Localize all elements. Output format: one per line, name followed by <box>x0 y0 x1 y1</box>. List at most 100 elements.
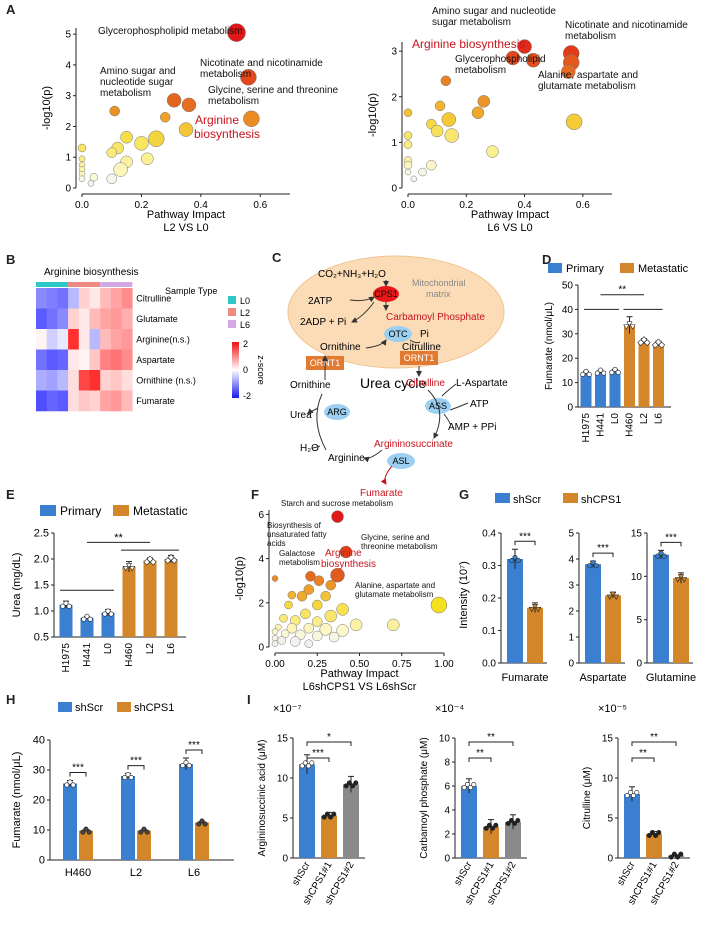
bar <box>505 822 521 858</box>
panel-d: D 0 10 20 30 40 50 Fumarate (nmol/μL) Primary Me… <box>540 250 708 470</box>
panel-c-label: C <box>272 250 282 265</box>
pathway-point <box>279 614 288 623</box>
replicate-point <box>594 370 600 376</box>
heatmap-cell <box>78 288 90 309</box>
carbamoyl-label: Carbamoyl Phosphate <box>386 312 485 323</box>
point-annotation: Alanine, aspartate and <box>355 581 435 590</box>
panel-d-svg: D 0 10 20 30 40 50 Fumarate (nmol/μL) Primary Me… <box>542 252 689 442</box>
y-tick-label: 20 <box>562 354 574 365</box>
heatmap-row-label: Fumarate <box>136 396 175 406</box>
y-tick-label: 5 <box>65 30 71 41</box>
panel-b-label: B <box>6 252 15 267</box>
legend-swatch <box>228 308 236 316</box>
y-tick-label: 8 <box>444 758 450 769</box>
x-tick-label: 0.4 <box>194 200 208 211</box>
y-tick-label: 6 <box>258 510 264 521</box>
heatmap-cell <box>36 288 47 309</box>
replicate-point <box>490 825 496 831</box>
fumarate-product-label: Fumarate <box>360 488 403 499</box>
y-tick-label: 2 <box>65 122 71 133</box>
replicate-point <box>464 782 470 788</box>
x-tick-label: 0.0 <box>75 200 89 211</box>
point-annotation: threonine metabolism <box>361 542 438 551</box>
heatmap-cell <box>57 329 69 350</box>
otc-label: OTC <box>389 329 408 339</box>
heatmap-row-label: Arginine(n.s.) <box>136 334 190 344</box>
bar <box>527 607 543 663</box>
y-axis-label: -log10(p) <box>367 93 379 137</box>
replicate-point <box>658 341 666 349</box>
replicate-point <box>328 814 334 820</box>
sample-group-bar <box>36 282 69 287</box>
panel-h-label: H <box>6 692 15 707</box>
replicate-point <box>528 606 535 613</box>
bar <box>122 566 136 637</box>
pathway-point <box>526 53 541 68</box>
replicate-point <box>461 785 467 791</box>
heatmap-cell <box>36 390 47 412</box>
pathway-point <box>271 575 279 582</box>
heatmap-row-label: Ornithine (n.s.) <box>136 375 196 385</box>
panel-c: C CO₂+NH₃+H₂O CPS1 Mitochondrial matrix … <box>270 250 540 500</box>
significance-bracket <box>631 757 655 762</box>
legend-swatch-primary <box>40 505 56 516</box>
legend-shcps1: shCPS1 <box>581 494 621 506</box>
x-tick-label: H1975 <box>61 643 72 673</box>
x-tick-label: shScr <box>615 859 638 887</box>
heatmap-title: Arginine biosynthesis <box>44 267 139 278</box>
bar <box>585 564 601 663</box>
heatmap-cell <box>57 390 69 412</box>
replicate-point <box>631 793 637 799</box>
y-tick-label: 20 <box>33 795 45 807</box>
replicate-point <box>60 603 66 609</box>
bar <box>80 617 94 637</box>
heatmap-cell <box>100 288 112 309</box>
significance-bracket <box>127 765 145 770</box>
bar-chart-d: 0 10 20 30 40 50 Fumarate (nmol/μL) Primary Meta… <box>544 263 689 442</box>
point-annotation: metabolism <box>455 65 506 76</box>
significance-bracket <box>306 757 330 762</box>
pi-label: Pi <box>420 329 429 340</box>
heatmap-cell <box>100 308 112 330</box>
bar <box>653 554 669 663</box>
point-annotation: Glycine, serine and <box>361 533 429 542</box>
pathway-point <box>106 173 117 185</box>
y-tick-label: 0 <box>568 659 574 670</box>
colorbar-tick: 0 <box>243 365 248 375</box>
significance-bracket <box>468 741 514 746</box>
legend-swatch <box>228 296 236 304</box>
y-tick-label: 3 <box>568 581 574 592</box>
y-tick-label: 3 <box>65 91 71 102</box>
legend-primary: Primary <box>566 263 604 275</box>
y-tick-label: 0 <box>258 643 264 654</box>
heatmap-cell <box>78 370 90 391</box>
bar-chart-e: 0.5 1.0 1.5 2.0 2.5 Urea (mg/dL) Primary Metast… <box>11 504 188 672</box>
axis-multiplier: ×10⁻⁷ <box>273 703 301 715</box>
heatmap-cell <box>89 288 101 309</box>
legend-swatch-shcps1 <box>117 702 131 712</box>
point-annotation: biosynthesis <box>194 127 260 141</box>
sample-group-bar <box>68 282 101 287</box>
pathway-point <box>304 639 314 648</box>
heatmap-cell <box>36 370 47 391</box>
legend-swatch-shscr <box>58 702 72 712</box>
significance-mark: *** <box>312 748 324 759</box>
panel-b-svg: B Arginine biosynthesis Sample Type L0 L2 L6… <box>6 252 266 412</box>
replicate-point <box>593 563 599 569</box>
legend-label: L0 <box>240 296 250 306</box>
pathway-point <box>339 545 353 559</box>
y-tick-label: 2 <box>258 598 264 609</box>
replicate-point <box>105 608 111 614</box>
y-axis-label: Citrulline (μM) <box>582 767 593 829</box>
adp-label: 2ADP + Pi <box>300 317 346 328</box>
x-tick-label: 0.00 <box>265 659 285 670</box>
pathway-point <box>404 168 412 176</box>
bar <box>137 830 151 860</box>
aspartate-label: L-Aspartate <box>456 378 508 389</box>
pathway-point <box>243 110 260 128</box>
y-tick-label: 0 <box>607 854 613 865</box>
replicate-point <box>612 366 618 372</box>
y-tick-label: 3 <box>391 47 397 58</box>
replicate-point <box>656 830 662 836</box>
x-tick-label: 0.0 <box>401 200 415 211</box>
